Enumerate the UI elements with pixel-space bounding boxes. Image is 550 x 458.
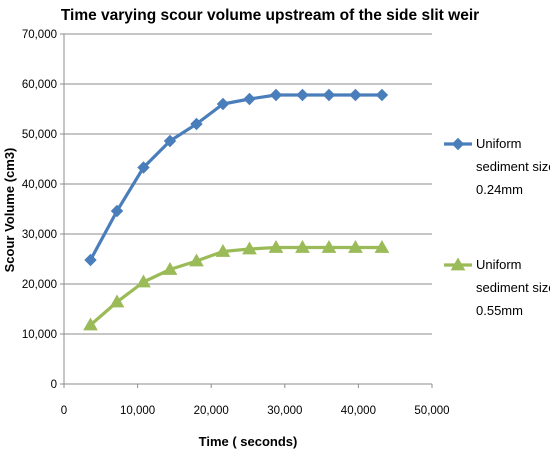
data-point <box>137 161 150 174</box>
data-point <box>268 239 284 253</box>
legend-item-2: Uniform sediment size 0.55mm <box>444 257 550 318</box>
x-tick-label: 40,000 <box>341 405 376 417</box>
data-point <box>296 88 309 102</box>
data-point <box>163 134 177 148</box>
series-line <box>89 93 382 261</box>
data-point <box>84 253 97 267</box>
series-2 <box>83 239 390 331</box>
axes <box>60 33 433 388</box>
y-tick-labels: 0 10,000 20,000 30,000 40,000 50,000 60,000 70,… <box>22 29 57 391</box>
y-tick-label: 70,000 <box>22 29 57 41</box>
y-axis-title: Scour Volume (cm3) <box>2 148 17 273</box>
data-point <box>136 274 151 288</box>
legend-label: 0.55mm <box>476 303 523 318</box>
x-axis-title: Time ( seconds) <box>199 434 298 449</box>
legend-label: Uniform <box>476 136 522 151</box>
chart-title: Time varying scour volume upstream of th… <box>61 7 479 24</box>
legend-label: Uniform <box>476 257 522 272</box>
data-point <box>243 92 256 106</box>
x-tick-label: 20,000 <box>194 405 229 417</box>
data-point <box>374 239 390 253</box>
data-point <box>375 88 389 102</box>
data-point <box>162 261 178 275</box>
data-point <box>109 294 125 308</box>
y-tick-label: 40,000 <box>22 179 57 191</box>
data-point <box>348 239 363 253</box>
data-series <box>83 88 390 331</box>
legend-marker <box>451 137 465 151</box>
legend-label: 0.24mm <box>476 182 523 197</box>
y-tick-label: 0 <box>51 379 57 391</box>
y-tick-label: 60,000 <box>22 79 57 91</box>
legend-marker <box>450 257 466 271</box>
x-tick-label: 0 <box>61 405 67 417</box>
gridlines <box>64 33 432 335</box>
series-1 <box>84 88 389 267</box>
data-point <box>216 97 230 111</box>
data-point <box>295 239 310 253</box>
x-tick-label: 50,000 <box>414 405 449 417</box>
x-tick-labels: 0 10,000 20,000 30,000 40,000 50,000 <box>61 405 450 417</box>
data-point <box>321 239 337 253</box>
y-tick-label: 30,000 <box>22 229 57 241</box>
data-point <box>242 241 257 255</box>
data-point <box>269 88 283 102</box>
data-point <box>215 243 231 257</box>
series-line <box>89 245 382 327</box>
x-tick-label: 30,000 <box>267 405 302 417</box>
y-tick-label: 20,000 <box>22 279 57 291</box>
x-tick-label: 10,000 <box>120 405 155 417</box>
y-tick-label: 50,000 <box>22 129 57 141</box>
data-point <box>110 204 124 218</box>
legend-label: sediment size <box>476 159 550 174</box>
legend-label: sediment size <box>476 280 550 295</box>
legend-item-1: Uniform sediment size 0.24mm <box>444 136 550 197</box>
data-point <box>190 117 203 131</box>
data-point <box>189 253 204 267</box>
data-point <box>349 88 362 102</box>
y-tick-label: 10,000 <box>22 329 57 341</box>
data-point <box>83 317 98 331</box>
legend: Uniform sediment size 0.24mm Uniform sedimen… <box>444 136 550 318</box>
data-point <box>322 88 336 102</box>
